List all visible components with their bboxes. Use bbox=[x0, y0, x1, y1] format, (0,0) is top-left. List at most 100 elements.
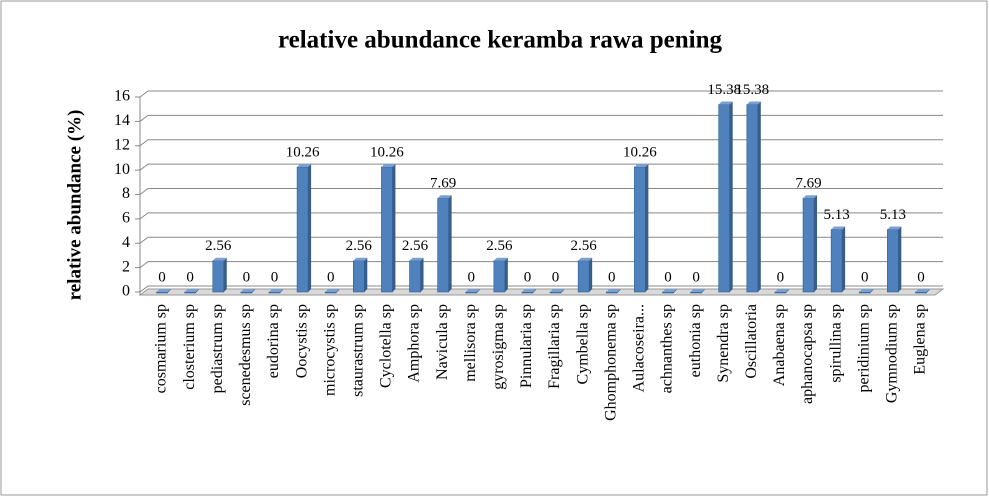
bar bbox=[634, 166, 646, 293]
y-tick-label: 10 bbox=[114, 161, 130, 178]
x-tick-label: Fragillaria sp bbox=[546, 304, 563, 389]
bar bbox=[577, 260, 590, 293]
data-label: 2.56 bbox=[571, 238, 598, 254]
bar-side bbox=[926, 289, 930, 293]
bar bbox=[718, 104, 730, 293]
bar-side bbox=[701, 289, 705, 293]
x-tick-label: euthonia sp bbox=[687, 304, 704, 377]
bar bbox=[746, 104, 759, 293]
bar-top bbox=[184, 289, 199, 292]
bar-top bbox=[156, 289, 171, 292]
y-tick-label: 14 bbox=[114, 112, 130, 129]
x-tick-label: Ghomphonema sp bbox=[602, 304, 619, 421]
grid-line bbox=[139, 90, 943, 98]
bar-side bbox=[336, 289, 340, 293]
bar-top bbox=[578, 257, 593, 261]
bar-top bbox=[690, 289, 705, 292]
bar-side bbox=[308, 163, 312, 292]
bar-top bbox=[381, 163, 396, 167]
x-tick-label: aphanocapsa sp bbox=[799, 304, 816, 404]
x-tick-label: Cymbella sp bbox=[574, 304, 591, 384]
x-tick-label: Euglena sp bbox=[912, 304, 929, 375]
bar-top bbox=[240, 289, 255, 292]
bar-side bbox=[673, 289, 677, 293]
bar bbox=[774, 291, 787, 294]
bar-side bbox=[617, 289, 621, 293]
y-tick-label: 6 bbox=[122, 210, 130, 227]
bar-top bbox=[887, 226, 902, 230]
grid-line bbox=[139, 212, 943, 220]
bar bbox=[353, 260, 365, 293]
x-tick-label: Cyclotella sp bbox=[378, 304, 395, 388]
data-label: 0 bbox=[271, 269, 279, 285]
bar bbox=[521, 291, 534, 294]
data-label: 2.56 bbox=[205, 238, 232, 254]
data-label: 0 bbox=[861, 269, 869, 285]
bar bbox=[381, 166, 393, 293]
bar-top bbox=[325, 289, 340, 292]
bar bbox=[858, 291, 871, 294]
bar-top bbox=[803, 195, 818, 199]
y-tick-label: 16 bbox=[114, 88, 130, 105]
bar-side bbox=[589, 257, 593, 292]
bar-side bbox=[898, 226, 902, 292]
bar-top bbox=[634, 163, 649, 167]
data-label: 5.13 bbox=[824, 207, 850, 223]
bar-side bbox=[842, 226, 846, 292]
bar-side bbox=[251, 289, 255, 293]
y-tick-label: 8 bbox=[122, 185, 130, 202]
x-tick-label: closterium sp bbox=[181, 304, 198, 390]
bar-top bbox=[465, 289, 480, 292]
bar bbox=[465, 291, 478, 294]
x-tick-label: Synendra sp bbox=[715, 304, 732, 383]
bar-top bbox=[774, 289, 789, 292]
floor bbox=[138, 288, 945, 296]
grid-line bbox=[139, 285, 943, 293]
y-tick-label: 12 bbox=[114, 136, 130, 153]
bar-side bbox=[504, 257, 508, 292]
x-tick-label: scenedesmus sp bbox=[237, 304, 254, 406]
x-tick-label: Amphora sp bbox=[406, 304, 423, 383]
x-tick-label: mellisora sp bbox=[462, 304, 479, 382]
data-label: 10.26 bbox=[370, 144, 404, 160]
bar-side bbox=[476, 289, 480, 293]
bar-side bbox=[757, 101, 761, 293]
bar-side bbox=[785, 289, 789, 293]
bar-top bbox=[915, 289, 930, 292]
data-label: 2.56 bbox=[346, 238, 373, 254]
data-label: 10.26 bbox=[286, 144, 320, 160]
x-tick-label: gyrosigma sp bbox=[490, 304, 507, 390]
bar bbox=[268, 291, 281, 294]
bar-side bbox=[392, 163, 396, 292]
bar bbox=[830, 229, 843, 293]
bar-top bbox=[606, 289, 621, 292]
data-label: 2.56 bbox=[402, 238, 429, 254]
bar-side bbox=[870, 289, 874, 293]
bar-top bbox=[268, 289, 283, 292]
data-label: 0 bbox=[552, 269, 560, 285]
bar bbox=[549, 291, 562, 294]
grid-line bbox=[139, 139, 943, 147]
bar-side bbox=[364, 257, 368, 292]
bar-side bbox=[223, 257, 227, 292]
bar-side bbox=[645, 163, 649, 292]
x-tick-label: Oocystis sp bbox=[293, 304, 310, 378]
x-tick-label: Anabaena sp bbox=[771, 304, 788, 386]
data-label: 0 bbox=[608, 269, 616, 285]
bar bbox=[915, 291, 927, 294]
bar bbox=[887, 229, 899, 293]
y-tick-label: 0 bbox=[122, 283, 130, 300]
bar bbox=[605, 291, 618, 294]
x-tick-label: cosmarium sp bbox=[153, 304, 170, 393]
data-label: 15.38 bbox=[735, 82, 769, 98]
bar-side bbox=[167, 289, 171, 293]
bar-side bbox=[279, 289, 283, 293]
data-label: 7.69 bbox=[430, 176, 456, 192]
data-label: 10.26 bbox=[623, 144, 657, 160]
data-label: 0 bbox=[467, 269, 475, 285]
bar bbox=[324, 291, 337, 294]
x-tick-label: pediastrum sp bbox=[209, 304, 226, 393]
grid-line bbox=[139, 114, 943, 122]
x-tick-label: Pinnularia sp bbox=[518, 304, 535, 388]
